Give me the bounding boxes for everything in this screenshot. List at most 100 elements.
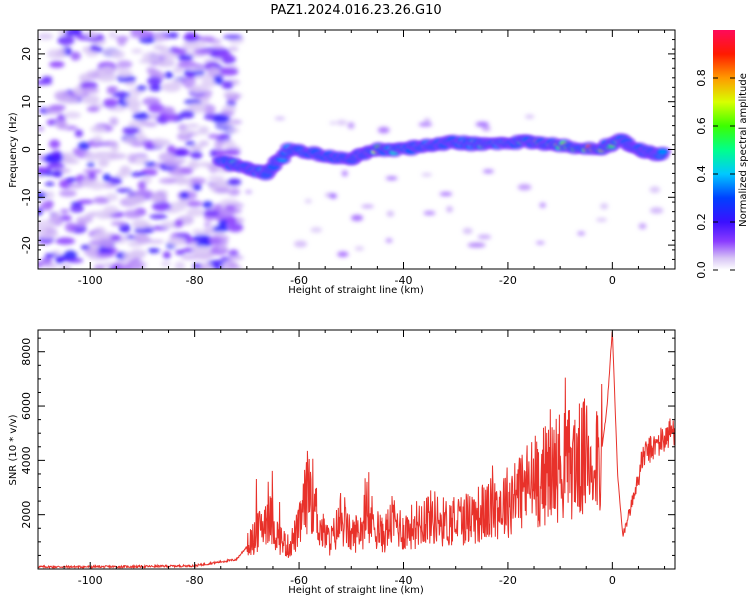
spectrogram-noise-blob (49, 104, 66, 111)
spectrogram-noise-blob (160, 221, 177, 229)
spectrogram-noise-blob (147, 69, 162, 76)
spectrogram-noise-blob (163, 113, 180, 122)
spectrogram-noise-blob (539, 202, 546, 208)
spectrogram-noise-blob (179, 110, 195, 119)
spectrogram-noise-blob (191, 246, 211, 256)
spectrogram-noise-blob (65, 177, 78, 183)
spectrogram-noise-blob (211, 45, 225, 50)
spectrogram-noise-blob (93, 264, 105, 269)
spectrogram-x-tick-label: -60 (290, 274, 308, 287)
snr-x-tick-label: -20 (499, 574, 517, 587)
spectrogram-x-tick-label: -80 (186, 274, 204, 287)
colorbar-tick-label: 0.2 (695, 213, 708, 231)
spectrogram-noise-blob (186, 123, 200, 128)
spectrogram-noise-blob (151, 201, 172, 212)
spectrogram-noise-blob (38, 166, 48, 174)
spectrogram-noise-blob (638, 223, 647, 230)
spectrogram-noise-blob (202, 201, 214, 209)
spectrogram-noise-blob (124, 95, 139, 106)
spectrogram-noise-blob (221, 54, 236, 65)
spectrogram-noise-blob (446, 206, 453, 213)
spectrogram-noise-blob (482, 169, 494, 174)
spectrogram-noise-blob (63, 111, 82, 119)
spectrogram-x-tick-label: -20 (499, 274, 517, 287)
spectrogram-noise-blob (92, 135, 103, 143)
spectrogram-noise-blob (170, 172, 187, 177)
spectrogram-noise-blob (38, 125, 45, 132)
spectrogram-x-tick-label: -100 (78, 274, 103, 287)
spectrogram-noise-blob (207, 133, 220, 139)
spectrogram-noise-blob (96, 73, 117, 82)
spectrogram-noise-blob (228, 46, 239, 52)
spectrogram-noise-blob (132, 111, 149, 121)
spectrogram-noise-blob (439, 192, 453, 197)
snr-x-tick-label: 0 (609, 574, 616, 587)
spectrogram-noise-blob (223, 91, 237, 97)
spectrogram-noise-blob (188, 160, 199, 170)
spectrogram-noise-blob (189, 84, 209, 94)
spectrogram-y-ticks: -20 -10 0 10 20 (20, 29, 675, 270)
spectrogram-noise-blob (192, 74, 213, 80)
spectrogram-noise-blob (577, 231, 586, 236)
spectrogram-x-tick-label: 0 (609, 274, 616, 287)
spectrogram-noise-blob (337, 251, 349, 258)
spectrogram-noise-blob (147, 239, 165, 244)
spectrogram-noise-blob (68, 183, 84, 189)
spectrogram-noise-blob (160, 261, 171, 267)
spectrogram-noise-blob (179, 191, 190, 200)
spectrogram-noise-blob (166, 208, 179, 214)
spectrogram-y-tick-label: -10 (20, 188, 33, 206)
spectrogram-noise-blob (347, 122, 355, 129)
spectrogram-noise-blob (213, 74, 224, 85)
spectrogram-noise-blob (310, 227, 323, 233)
spectrogram-noise-blob (95, 252, 115, 258)
spectrogram-noise-blob (423, 210, 436, 216)
spectrogram-x-ticks: -100 -80 -60 -40 -20 0 (37, 30, 666, 287)
spectrogram-noise-blob (123, 251, 136, 261)
snr-x-tick-label: -60 (290, 574, 308, 587)
snr-x-tick-label: -100 (78, 574, 103, 587)
spectrogram-noise-blob (186, 66, 207, 72)
spectrogram-noise-blob (233, 203, 244, 208)
spectrogram-noise-blob (102, 98, 119, 109)
spectrogram-x-tick-label: -40 (395, 274, 413, 287)
spectrogram-noise-blob (40, 201, 53, 211)
spectrogram-noise-blob (158, 177, 178, 184)
spectrogram-noise-blob (110, 234, 122, 242)
spectrogram-noise-blob (218, 219, 228, 229)
spectrogram-noise-blob (103, 205, 119, 215)
spectrogram-noise-blob (386, 210, 395, 217)
spectrogram-noise-blob (649, 207, 664, 214)
spectrogram-noise-blob (225, 127, 240, 134)
spectrogram-noise-blob (179, 76, 196, 87)
spectrogram-noise-blob (148, 103, 165, 114)
spectrogram-noise-blob (170, 158, 187, 164)
colorbar-tick-label: 0.0 (695, 261, 708, 279)
spectrogram-noise-blob (56, 119, 67, 130)
snr-x-tick-label: -80 (186, 574, 204, 587)
spectrogram-noise-blob (60, 208, 70, 214)
spectrogram-noise-blob (177, 60, 198, 69)
spectrogram-noise-blob (84, 152, 99, 162)
spectrogram-noise-blob (90, 125, 107, 133)
spectrogram-noise-blob (38, 80, 53, 86)
spectrogram-noise-blob (186, 207, 204, 217)
spectrogram-noise-blob (351, 214, 364, 222)
spectrogram-noise-blob (207, 66, 221, 76)
spectrogram-noise-blob (124, 81, 136, 86)
spectrogram-noise-blob (74, 129, 84, 138)
spectrogram-noise-blob (147, 247, 160, 254)
spectrogram-noise-blob (63, 250, 78, 260)
spectrogram-noise-blob (77, 141, 90, 151)
spectrogram-noise-blob (60, 264, 72, 269)
spectrogram-noise-blob (517, 184, 532, 191)
spectrogram-noise-blob (336, 119, 348, 126)
spectrogram-noise-blob (293, 240, 308, 248)
spectrogram-noise-blob (55, 237, 76, 245)
spectrogram-noise-blob (131, 219, 150, 229)
spectrogram-noise-blob (191, 42, 208, 47)
spectrogram-noise-blob (212, 114, 231, 124)
spectrogram-feature (211, 132, 672, 181)
spectrogram-noise-blob (221, 80, 234, 90)
